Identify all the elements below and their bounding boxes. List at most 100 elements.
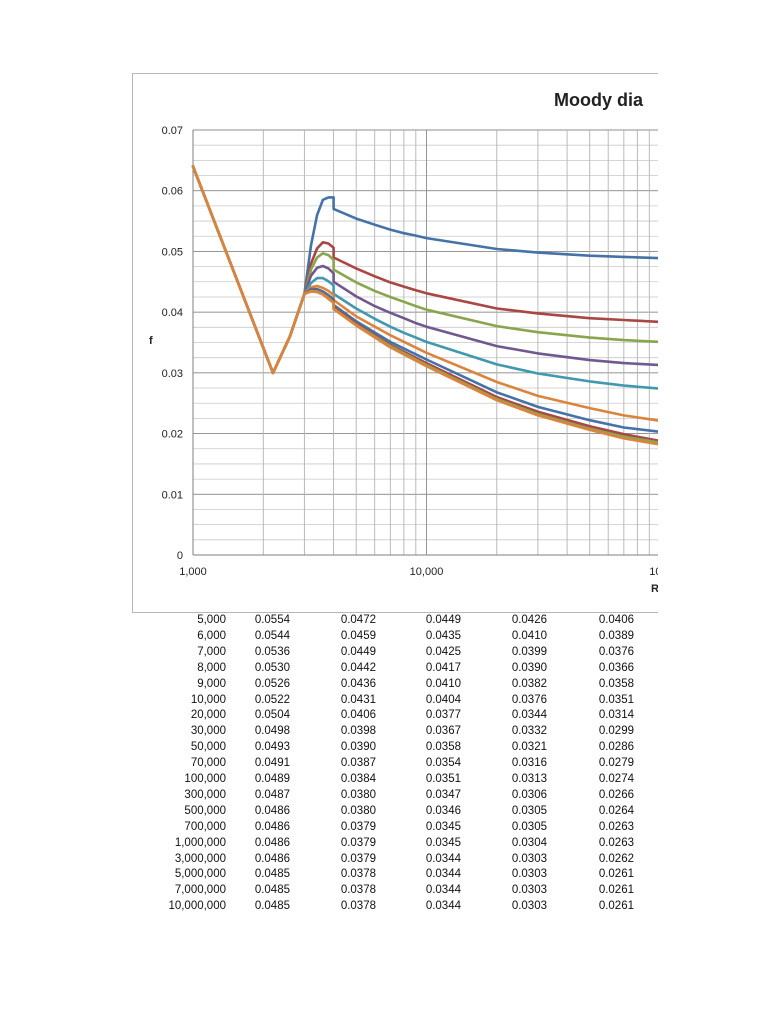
friction-factor-cell: 0.0346 [425, 804, 461, 817]
y-tick-label: 0.02 [162, 429, 183, 441]
series-line-10 [191, 165, 658, 446]
reynolds-number-cell: 6,000 [197, 629, 226, 642]
reynolds-number-cell: 10,000 [190, 693, 226, 706]
friction-factor-cell: 0.0344 [511, 709, 547, 722]
series-line-8 [191, 165, 658, 442]
friction-factor-cell: 0.0286 [598, 741, 634, 754]
friction-factor-cell: 0.0305 [511, 804, 547, 817]
reynolds-number-cell: 7,000 [197, 645, 226, 658]
friction-factor-cell: 0.0487 [254, 788, 290, 801]
reynolds-number-cell: 5,000 [197, 614, 226, 626]
reynolds-number-cell: 10,000,000 [168, 900, 226, 913]
friction-factor-cell: 0.0384 [340, 773, 376, 785]
table-row: 8,000 0.0530 0.0442 0.0417 0.0390 0.0366 [150, 661, 670, 676]
table-row: 6,000 0.0544 0.0459 0.0435 0.0410 0.0389 [150, 629, 670, 644]
friction-factor-cell: 0.0486 [254, 820, 290, 833]
friction-factor-cell: 0.0406 [598, 614, 634, 626]
reynolds-number-cell: 3,000,000 [174, 852, 226, 865]
moody-chart: 0 0.01 0.02 0.03 0.04 0.05 0.06 0.07 1,000 10,000… [162, 125, 658, 578]
friction-factor-cell: 0.0504 [254, 709, 290, 722]
friction-factor-cell: 0.0526 [254, 677, 290, 690]
friction-factor-cell: 0.0449 [340, 645, 376, 658]
friction-factor-cell: 0.0332 [511, 725, 547, 738]
friction-factor-cell: 0.0303 [511, 868, 547, 881]
friction-factor-cell: 0.0367 [425, 725, 461, 738]
friction-factor-cell: 0.0486 [254, 836, 290, 849]
reynolds-number-cell: 700,000 [184, 820, 226, 833]
friction-factor-cell: 0.0380 [340, 804, 376, 817]
tick-layer: 0 0.01 0.02 0.03 0.04 0.05 0.06 0.07 1,000 10,000… [162, 125, 658, 578]
reynolds-number-cell: 5,000,000 [174, 868, 226, 881]
friction-factor-cell: 0.0431 [340, 693, 376, 706]
friction-factor-cell: 0.0351 [425, 773, 461, 785]
y-tick-label: 0.04 [162, 307, 183, 319]
friction-factor-cell: 0.0379 [340, 852, 376, 865]
table-row: 500,000 0.0486 0.0380 0.0346 0.0305 0.0264 [150, 804, 670, 819]
table-row: 7,000,000 0.0485 0.0378 0.0344 0.0303 0.0261 [150, 883, 670, 898]
friction-factor-cell: 0.0410 [425, 677, 461, 690]
y-tick-label: 0 [177, 550, 183, 562]
x-tick-label: 10,000 [410, 566, 444, 578]
friction-factor-cell: 0.0436 [340, 677, 376, 690]
friction-factor-cell: 0.0425 [425, 645, 461, 658]
reynolds-number-cell: 1,000,000 [174, 836, 226, 849]
friction-factor-cell: 0.0345 [425, 820, 461, 833]
series-layer [191, 165, 658, 446]
x-axis-label: R [651, 583, 658, 595]
table-row: 300,000 0.0487 0.0380 0.0347 0.0306 0.0266 [150, 788, 670, 803]
friction-factor-cell: 0.0358 [598, 677, 634, 690]
friction-factor-cell: 0.0274 [598, 773, 634, 785]
reynolds-number-cell: 20,000 [190, 709, 226, 722]
friction-factor-cell: 0.0378 [340, 900, 376, 913]
table-row: 7,000 0.0536 0.0449 0.0425 0.0399 0.0376 [150, 645, 670, 660]
friction-factor-cell: 0.0498 [254, 725, 290, 738]
friction-factor-cell: 0.0435 [425, 629, 461, 642]
reynolds-number-cell: 30,000 [190, 725, 226, 738]
table-row: 70,000 0.0491 0.0387 0.0354 0.0316 0.0279 [150, 756, 670, 771]
friction-factor-cell: 0.0351 [598, 693, 634, 706]
friction-factor-cell: 0.0449 [425, 614, 461, 626]
friction-factor-cell: 0.0387 [340, 757, 376, 770]
friction-factor-cell: 0.0493 [254, 741, 290, 754]
friction-factor-cell: 0.0485 [254, 868, 290, 881]
friction-factor-cell: 0.0314 [598, 709, 634, 722]
friction-factor-cell: 0.0344 [425, 868, 461, 881]
friction-factor-cell: 0.0376 [598, 645, 634, 658]
table-row: 20,000 0.0504 0.0406 0.0377 0.0344 0.0314 [150, 708, 670, 723]
reynolds-number-cell: 50,000 [190, 741, 226, 754]
friction-factor-cell: 0.0398 [340, 725, 376, 738]
friction-factor-cell: 0.0554 [254, 614, 290, 626]
friction-factor-cell: 0.0522 [254, 693, 290, 706]
friction-factor-cell: 0.0279 [598, 757, 634, 770]
reynolds-number-cell: 300,000 [184, 788, 226, 801]
table-row: 9,000 0.0526 0.0436 0.0410 0.0382 0.0358 [150, 677, 670, 692]
friction-factor-cell: 0.0261 [598, 884, 634, 897]
x-tick-label: 100, [649, 566, 658, 578]
friction-factor-cell: 0.0417 [425, 661, 461, 674]
y-tick-label: 0.05 [162, 246, 183, 258]
reynolds-number-cell: 70,000 [190, 757, 226, 770]
table-row: 3,000,000 0.0486 0.0379 0.0344 0.0303 0.0262 [150, 852, 670, 867]
friction-factor-cell: 0.0486 [254, 852, 290, 865]
reynolds-number-cell: 8,000 [197, 661, 226, 674]
y-tick-label: 0.03 [162, 368, 183, 380]
table-row: 10,000,000 0.0485 0.0378 0.0344 0.0303 0.0261 [150, 899, 670, 914]
reynolds-number-cell: 7,000,000 [174, 884, 226, 897]
friction-factor-cell: 0.0321 [511, 741, 547, 754]
table-row: 50,000 0.0493 0.0390 0.0358 0.0321 0.0286 [150, 740, 670, 755]
friction-factor-cell: 0.0379 [340, 820, 376, 833]
table-row: 30,000 0.0498 0.0398 0.0367 0.0332 0.0299 [150, 724, 670, 739]
friction-factor-cell: 0.0404 [425, 693, 461, 706]
friction-factor-cell: 0.0303 [511, 900, 547, 913]
friction-factor-cell: 0.0410 [511, 629, 547, 642]
friction-factor-cell: 0.0377 [425, 709, 461, 722]
reynolds-number-cell: 500,000 [184, 804, 226, 817]
table-row: 5,000 0.0554 0.0472 0.0449 0.0426 0.0406 [150, 613, 670, 628]
friction-factor-cell: 0.0426 [511, 614, 547, 626]
friction-factor-cell: 0.0263 [598, 820, 634, 833]
friction-factor-cell: 0.0303 [511, 884, 547, 897]
table-row: 5,000,000 0.0485 0.0378 0.0344 0.0303 0.0261 [150, 867, 670, 882]
friction-factor-cell: 0.0376 [511, 693, 547, 706]
friction-factor-cell: 0.0406 [340, 709, 376, 722]
friction-factor-cell: 0.0390 [340, 741, 376, 754]
